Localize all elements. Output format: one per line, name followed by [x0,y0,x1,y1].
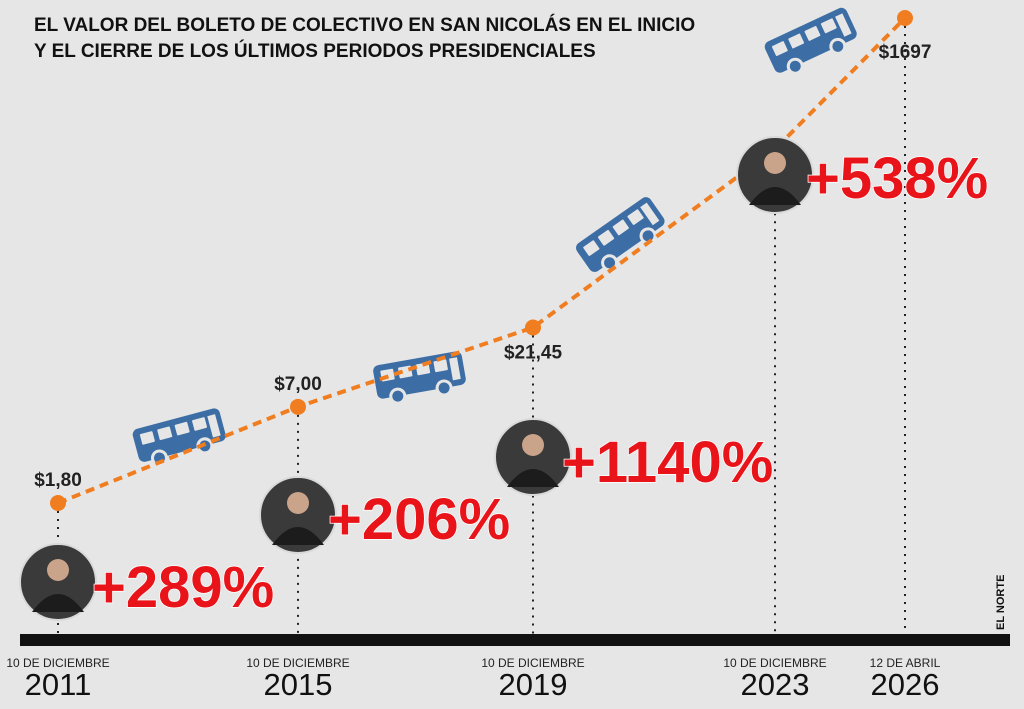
bus-wheel [435,379,453,397]
bus-window [583,240,600,256]
portrait-body [272,527,324,545]
value-label: $1697 [879,42,932,63]
bus-window [771,41,788,57]
annotation: +1140% [562,430,773,495]
baseline [20,634,1010,646]
bus-window [612,219,629,236]
portrait [19,543,97,621]
source: EL NORTE [995,575,1007,630]
bus-icon [132,408,226,467]
bus-door [207,414,221,438]
bus-window [415,362,431,376]
line [57,16,907,505]
portrait-face [287,492,309,514]
bus-window [192,417,208,431]
x-tick-label: 12 DE ABRIL [870,656,941,670]
bus-window [174,421,190,436]
annotation: +206% [328,487,510,552]
portrait [736,136,814,214]
x-tick-label: 10 DE DICIEMBRE [723,656,826,670]
portrait-body [507,469,559,487]
bus-window [139,431,155,445]
x-tick-label: 2026 [871,667,940,702]
point [290,398,306,415]
x-tick-label: 10 DE DICIEMBRE [6,656,109,670]
bus-window [157,426,173,441]
bus-icon [764,7,857,75]
value-label: $21,45 [504,343,563,364]
chart-title: Y EL CIERRE DE LOS ÚLTIMOS PERIODOS PRES… [34,40,596,62]
bus-window [820,18,837,34]
x-tick-label: 10 DE DICIEMBRE [246,656,349,670]
point [897,10,913,26]
x-tick-label: 2019 [499,667,568,702]
x-tick-label: 2023 [741,667,810,702]
portrait-face [522,434,544,456]
portrait [494,418,572,496]
x-tick-label: 2015 [264,667,333,702]
portrait-face [764,152,786,174]
point [525,319,541,336]
portrait [259,476,337,554]
x-tick-label: 10 DE DICIEMBRE [481,656,584,670]
bus-door [835,13,852,37]
bus-window [597,229,615,246]
x-tick-label: 2011 [25,667,92,702]
portrait-face [47,559,69,581]
bus-window [627,209,644,225]
bus-window [804,25,821,41]
bus-window [788,33,805,49]
chart-title: EL VALOR DEL BOLETO DE COLECTIVO EN SAN … [34,14,695,36]
bus-door [640,202,660,226]
value-label: $1,80 [34,470,82,491]
bus-window [433,359,448,373]
portrait-body [749,187,801,205]
bus-wheel [786,57,804,75]
annotation: +538% [806,146,988,211]
point [50,495,66,511]
annotation: +289% [92,555,274,620]
portrait-body [32,594,84,612]
bus-wheel [389,387,407,405]
bus-wheel [829,37,847,55]
value-label: $7,00 [274,374,322,395]
bus-door [449,357,461,381]
